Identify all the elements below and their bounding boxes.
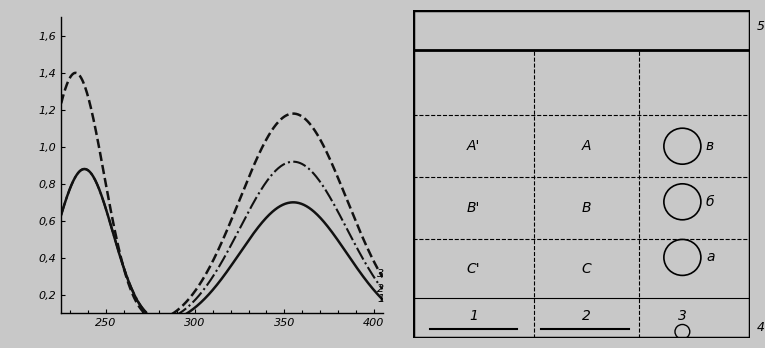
- Text: в: в: [706, 139, 714, 153]
- Text: 3: 3: [377, 269, 384, 279]
- Text: A: A: [581, 139, 591, 153]
- Text: C: C: [581, 262, 591, 276]
- Text: C': C': [467, 262, 480, 276]
- Text: B': B': [467, 201, 480, 215]
- Text: 5: 5: [757, 20, 764, 33]
- Text: 1: 1: [377, 294, 384, 304]
- Text: 2: 2: [377, 284, 384, 294]
- Text: 4: 4: [757, 321, 764, 334]
- Text: B: B: [581, 201, 591, 215]
- Text: а: а: [706, 251, 715, 264]
- Text: 2: 2: [582, 309, 591, 323]
- Text: A': A': [467, 139, 480, 153]
- Text: 3: 3: [678, 309, 687, 323]
- Text: б: б: [706, 195, 715, 209]
- Text: 1: 1: [469, 309, 478, 323]
